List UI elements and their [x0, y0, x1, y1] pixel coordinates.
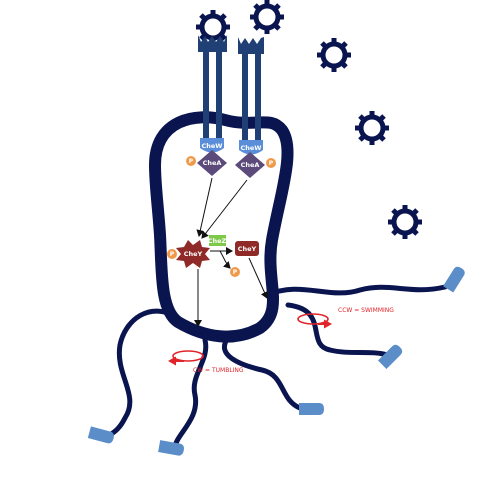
- ccw-label: CCW = SWIMMING: [338, 307, 394, 314]
- flagellar-tip: [299, 403, 324, 415]
- arrow-chey-to-motor: [248, 257, 269, 299]
- svg-text:P: P: [233, 269, 238, 276]
- arrow-phosphate-release: [219, 250, 231, 269]
- svg-text:CheY: CheY: [238, 245, 257, 253]
- phosphate-released: P: [230, 267, 240, 277]
- chea-left: CheA: [197, 150, 227, 176]
- receptor-left: [198, 35, 227, 140]
- chey-phosphorylated: CheY: [176, 240, 210, 268]
- rotation-arrow-icon: [297, 313, 332, 329]
- svg-text:CheZ: CheZ: [208, 237, 227, 245]
- attractant-gear-icon: [388, 205, 422, 239]
- chea-right: CheA: [235, 152, 265, 178]
- flagellar-tip: [87, 426, 116, 445]
- svg-text:CheA: CheA: [203, 159, 222, 167]
- flagellum: [105, 308, 181, 439]
- attractant-gear-icon: [317, 38, 351, 72]
- phosphate-chey: P: [167, 249, 177, 259]
- svg-text:CheA: CheA: [241, 161, 260, 169]
- receptor-right: [238, 37, 264, 142]
- phosphate-left: P: [186, 156, 196, 166]
- flagellum: [222, 335, 303, 411]
- svg-text:P: P: [269, 160, 274, 167]
- cw-label: CW = TUMBLING: [193, 367, 244, 374]
- flagellum: [172, 337, 209, 451]
- chew-left: CheW: [200, 138, 224, 153]
- svg-text:CheY: CheY: [184, 250, 203, 258]
- svg-text:P: P: [170, 251, 175, 258]
- flagellum: [265, 284, 448, 298]
- svg-text:P: P: [189, 158, 194, 165]
- chew-right: CheW: [239, 140, 263, 155]
- chey: CheY: [235, 241, 259, 256]
- svg-text:CheW: CheW: [241, 144, 262, 152]
- flagellar-tip: [158, 440, 185, 457]
- phosphate-right: P: [266, 158, 276, 168]
- attractant-gear-icon: [355, 111, 389, 145]
- chez: CheZ: [208, 235, 227, 246]
- svg-text:CheW: CheW: [202, 142, 223, 150]
- arrow-chea-to-chey: [196, 177, 213, 237]
- cell-body: [148, 111, 294, 343]
- arrow-chea-to-chey: [201, 179, 248, 239]
- attractant-gear-icon: [250, 0, 284, 34]
- rotation-arrow-icon: [168, 350, 204, 366]
